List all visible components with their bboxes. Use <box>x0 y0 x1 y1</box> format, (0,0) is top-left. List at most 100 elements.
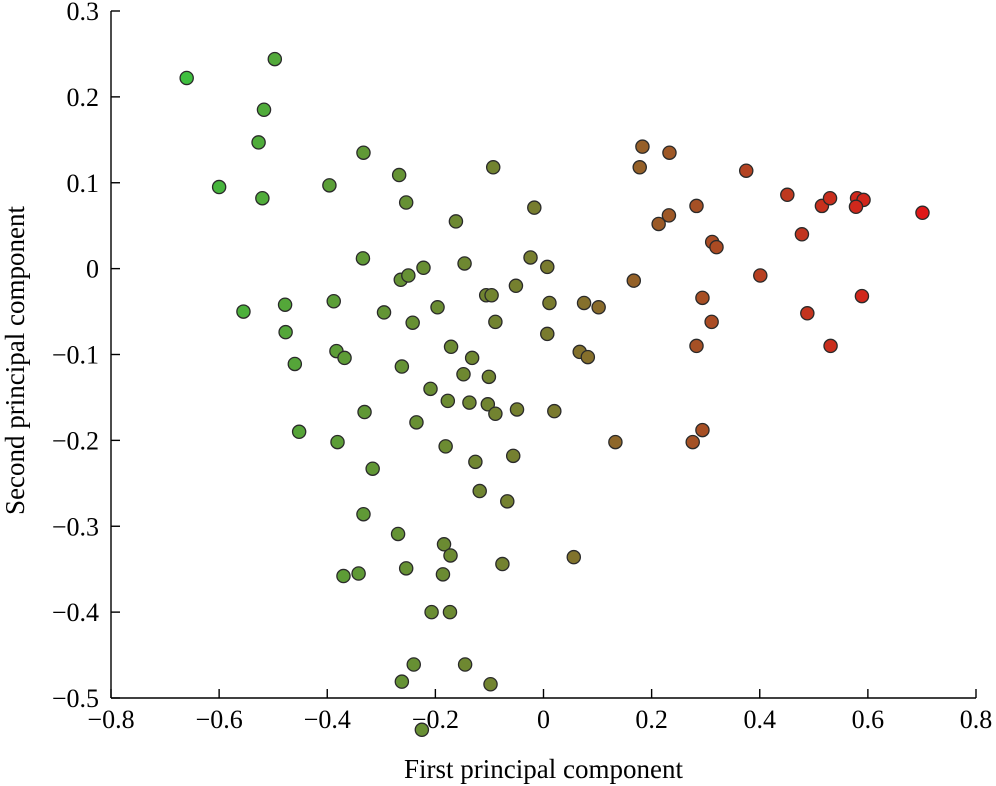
y-axis-label: Second principal component <box>0 206 30 515</box>
data-point <box>753 268 768 283</box>
data-point <box>689 338 704 354</box>
data-point <box>500 494 515 509</box>
data-point <box>287 356 303 372</box>
x-tick-label: −0.6 <box>196 705 243 734</box>
data-point <box>251 135 266 150</box>
data-point <box>915 205 930 221</box>
data-point <box>267 51 283 67</box>
data-point <box>800 306 815 321</box>
data-point <box>523 250 538 265</box>
data-point <box>488 406 503 422</box>
data-point <box>255 190 270 206</box>
data-point <box>406 657 421 672</box>
data-point <box>398 195 414 210</box>
x-tick-label: 0.8 <box>960 705 993 734</box>
data-point <box>505 448 521 464</box>
x-axis-ticks: −0.8 −0.6 −0.4 −0.2 0 0.2 0.4 0.6 0.8 <box>87 689 992 734</box>
data-point <box>468 454 483 470</box>
data-point <box>236 304 251 319</box>
data-point <box>547 403 562 419</box>
data-point <box>424 604 439 620</box>
data-point <box>277 297 293 312</box>
data-point <box>738 163 754 178</box>
data-point <box>390 526 406 542</box>
x-tick-label: −0.8 <box>87 705 134 734</box>
data-point <box>651 216 666 232</box>
data-point <box>291 424 307 440</box>
data-point <box>394 359 410 374</box>
x-tick-label: 0.2 <box>635 705 668 734</box>
data-point <box>484 287 499 303</box>
data-point <box>464 350 480 366</box>
data-point <box>357 404 372 420</box>
data-point <box>394 674 410 689</box>
data-point <box>695 422 710 438</box>
data-point <box>423 381 438 397</box>
data-point <box>278 324 293 340</box>
data-point <box>457 657 473 672</box>
data-point <box>256 102 272 118</box>
data-point <box>709 239 724 255</box>
data-point <box>442 604 458 620</box>
y-tick-label: −0.5 <box>52 684 99 713</box>
data-point <box>336 568 351 584</box>
data-point <box>540 326 555 342</box>
data-point <box>580 349 596 365</box>
data-point <box>780 187 795 203</box>
data-point <box>608 434 623 450</box>
data-point <box>376 305 392 320</box>
data-point <box>542 295 557 311</box>
data-point <box>591 300 606 315</box>
data-point <box>330 434 345 450</box>
x-tick-label: 0.4 <box>744 705 777 734</box>
data-point <box>483 677 498 692</box>
data-point <box>626 273 642 288</box>
data-point <box>566 549 582 565</box>
data-point <box>405 315 420 330</box>
data-point <box>365 461 380 476</box>
data-point <box>326 294 341 309</box>
data-point <box>488 314 503 330</box>
data-point <box>414 722 430 738</box>
data-point <box>509 402 525 417</box>
x-tick-label: 0 <box>537 705 550 734</box>
data-point <box>635 139 650 154</box>
data-point <box>416 260 431 276</box>
data-point <box>435 567 451 582</box>
data-point <box>457 256 472 271</box>
data-points <box>179 51 930 738</box>
y-tick-label: 0 <box>86 255 99 284</box>
y-tick-label: 0.2 <box>67 83 100 112</box>
data-point <box>822 190 838 206</box>
data-point <box>351 566 366 581</box>
data-point <box>438 439 453 454</box>
data-point <box>794 227 810 242</box>
data-point <box>456 367 471 382</box>
data-point <box>391 167 407 183</box>
data-point <box>430 300 445 315</box>
data-point <box>436 537 452 552</box>
data-point <box>848 199 864 215</box>
data-point <box>462 395 477 410</box>
data-point <box>662 145 677 160</box>
data-point <box>576 295 592 311</box>
data-point <box>322 178 337 193</box>
data-point <box>695 290 710 306</box>
y-tick-label: −0.3 <box>52 512 99 541</box>
data-point <box>443 548 458 563</box>
data-point <box>472 483 487 499</box>
data-point <box>685 434 700 450</box>
data-point <box>632 160 647 175</box>
data-point <box>356 506 371 522</box>
y-tick-label: −0.1 <box>52 341 99 370</box>
data-point <box>854 288 870 304</box>
data-point <box>448 214 464 229</box>
data-point <box>480 397 496 412</box>
data-point <box>440 393 456 409</box>
data-point <box>211 179 227 195</box>
y-tick-label: 0.1 <box>67 169 100 198</box>
y-axis-ticks: −0.5 −0.4 −0.3 −0.2 −0.1 0 0.1 0.2 0.3 <box>52 0 120 713</box>
data-point <box>398 561 414 576</box>
axes <box>110 11 976 699</box>
